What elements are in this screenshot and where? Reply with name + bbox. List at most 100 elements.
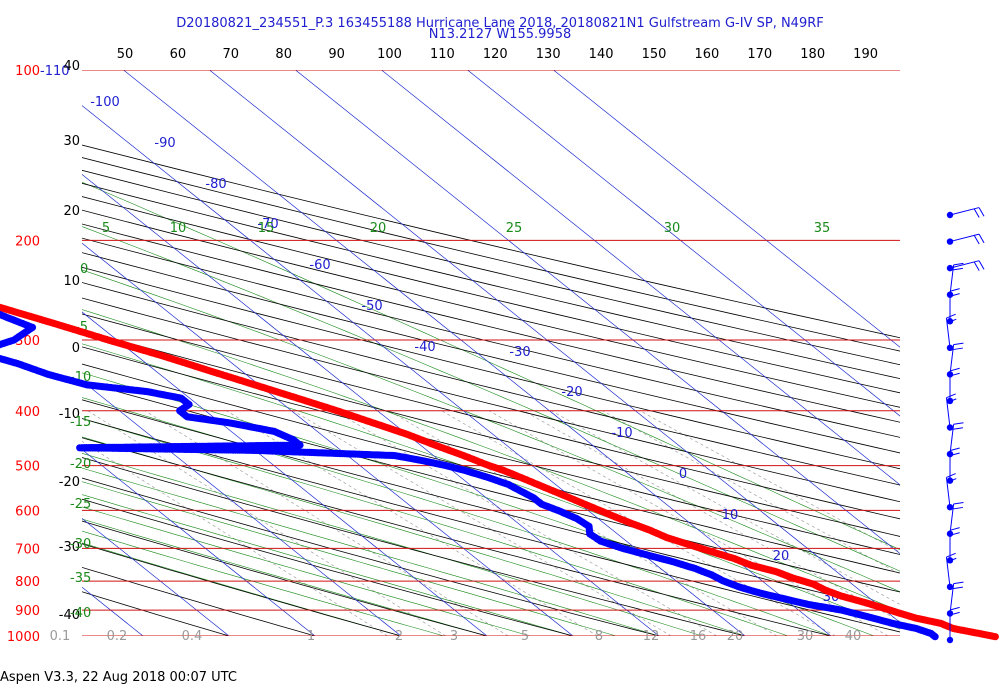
wind-barb [946, 233, 985, 245]
wind-barb [945, 393, 957, 431]
series-dewpoint-point [0, 310, 3, 318]
wind-barb-flag [949, 606, 960, 611]
moist-adiabat [82, 309, 900, 612]
mixing-ratio-label: 0.2 [107, 629, 128, 644]
adiabat-label: 0 [80, 262, 88, 277]
height-label: 40 [63, 59, 80, 74]
moist-adiabat [82, 506, 531, 636]
wind-barb-flag [952, 506, 963, 510]
wind-barb-flag [949, 532, 960, 536]
chart-title: D20180821_234551_P.3 163455188 Hurricane… [176, 16, 824, 31]
isotherm-label: -90 [154, 136, 175, 151]
wind-barb [945, 552, 957, 591]
adiabat-label: -15 [70, 415, 91, 430]
mixing-ratio-label: 0.4 [182, 629, 203, 644]
height-label: -10 [59, 407, 80, 422]
adiabat-label: -40 [70, 606, 91, 621]
mixing-ratio-label: 1 [307, 629, 315, 644]
adiabat-label: 10 [170, 221, 187, 236]
mixing-ratio-label: 3 [450, 629, 458, 644]
isotherm [380, 70, 900, 486]
wind-barb-flag [953, 262, 964, 266]
wind-barb-flag [952, 347, 963, 351]
series-dewpoint-point [0, 354, 2, 362]
top-axis-label: 140 [589, 47, 614, 62]
adiabat-label: 25 [506, 221, 523, 236]
moist-adiabat [82, 542, 402, 636]
wind-barb-flag [949, 293, 960, 297]
dry-adiabat [82, 282, 900, 486]
dry-adiabat [82, 209, 900, 408]
height-label: -30 [59, 540, 80, 555]
wind-barb-flag [946, 557, 957, 563]
top-axis-label: 130 [536, 47, 561, 62]
height-label: 20 [63, 204, 80, 219]
dry-adiabat [82, 252, 900, 454]
wind-barb-flag [952, 586, 963, 590]
isotherm [82, 173, 660, 636]
wind-barb-flag [952, 427, 963, 430]
wind-barb-flag [946, 473, 956, 478]
pressure-label-100: 100 [15, 64, 40, 79]
moist-adiabat [82, 530, 445, 636]
footer-text: Aspen V3.3, 22 Aug 2018 00:07 UTC [0, 670, 237, 685]
dry-adiabat [82, 313, 900, 520]
isotherm [82, 517, 230, 636]
isotherm-label: -50 [361, 299, 382, 314]
dry-adiabat [82, 498, 575, 636]
height-label: -40 [59, 608, 80, 623]
wind-barb-flag [946, 318, 957, 324]
dry-adiabat [82, 169, 900, 366]
adiabat-label: 15 [258, 221, 275, 236]
top-axis-label: 50 [117, 47, 134, 62]
mixing-ratio-label: 8 [595, 629, 603, 644]
wind-barb-flag [973, 235, 980, 245]
wind-barb [945, 473, 957, 511]
pressure-label-500: 500 [15, 460, 40, 475]
wind-barb-flag [946, 393, 956, 399]
grid-layer [0, 57, 900, 648]
wind-barb-flag [953, 581, 964, 585]
moist-adiabat [82, 467, 660, 636]
moist-adiabat [82, 343, 900, 630]
wind-barb-flag [946, 398, 957, 404]
mixing-ratio-label: 0.1 [50, 629, 71, 644]
wind-barb [946, 606, 960, 644]
dry-adiabat [82, 543, 403, 636]
wind-barb-flag [978, 233, 985, 244]
pressure-label-1000: 1000 [7, 630, 40, 645]
top-axis-label: 160 [694, 47, 719, 62]
top-axis-label: 90 [328, 47, 345, 62]
dry-adiabat [82, 157, 900, 352]
isotherm [0, 57, 72, 648]
isotherm-label: 20 [773, 549, 790, 564]
dry-adiabat [82, 182, 900, 380]
wind-barb-flag [949, 367, 960, 372]
dry-adiabat [82, 566, 317, 636]
wind-barb-flag [949, 527, 960, 531]
isotherm-label: -80 [205, 177, 226, 192]
isotherm-label: -10 [611, 426, 632, 441]
adiabat-label: -20 [70, 457, 91, 472]
mixing-ratio-line [293, 410, 672, 636]
pressure-label-900: 900 [15, 604, 40, 619]
isotherm-label: 10 [722, 508, 739, 523]
moist-adiabat [82, 481, 617, 636]
mixing-ratio-label: 40 [845, 629, 862, 644]
wind-barb-flag [952, 267, 963, 271]
moist-adiabat [82, 372, 875, 636]
dry-adiabat [82, 196, 900, 394]
moist-adiabat [82, 181, 900, 551]
top-axis-label: 80 [275, 47, 292, 62]
isotherm [122, 70, 832, 636]
wind-barb-flag [949, 447, 960, 452]
wind-barb-flag [973, 261, 980, 271]
top-axis-label: 170 [747, 47, 772, 62]
wind-barb-flag [973, 208, 980, 218]
top-axis-label: 190 [853, 47, 878, 62]
isotherm-label: -60 [309, 258, 330, 273]
dry-adiabat [82, 266, 900, 470]
isotherm-label: -20 [561, 385, 582, 400]
adiabat-label: 30 [664, 221, 681, 236]
